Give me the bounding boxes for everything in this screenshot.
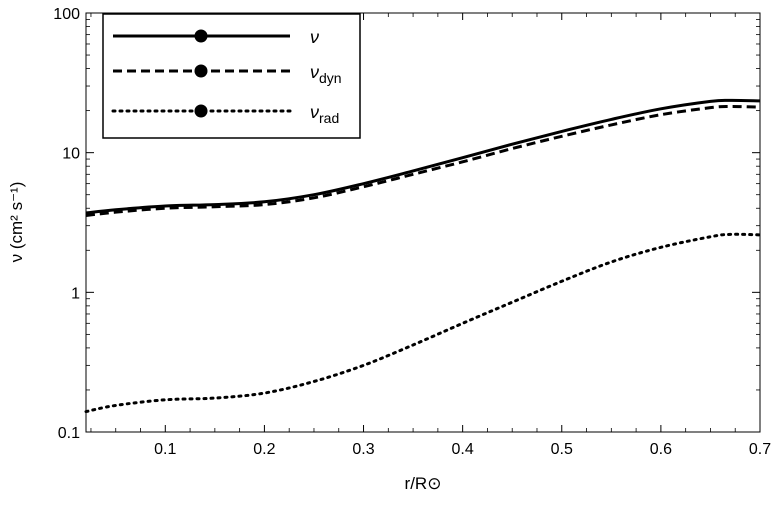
y-axis: 0.1 1 10 100 (53, 6, 760, 442)
legend: ν νdyn νrad (102, 13, 361, 139)
x-tick-label: 0.7 (749, 441, 771, 458)
y-tick-label: 100 (53, 6, 80, 23)
series-line-2 (85, 105, 761, 217)
y-tick-label: 0.1 (58, 425, 80, 442)
x-axis-title: r/R⊙ (405, 474, 442, 493)
series-line-1 (85, 98, 761, 215)
x-tick-label: 0.5 (551, 441, 573, 458)
y-tick-label: 1 (71, 285, 80, 302)
x-tick-label: 0.1 (154, 441, 176, 458)
x-tick-label: 0.6 (650, 441, 672, 458)
legend-swatch-marker (194, 104, 208, 118)
legend-label: ν (310, 27, 319, 47)
plot-frame (85, 12, 761, 433)
legend-swatch-marker (194, 64, 208, 78)
x-tick-label: 0.4 (452, 441, 474, 458)
legend-swatch-marker (194, 29, 208, 43)
plot-area (84, 98, 762, 414)
svg-text:r/R⊙: r/R⊙ (405, 474, 442, 493)
x-tick-label: 0.2 (253, 441, 275, 458)
x-axis: 0.1 0.2 0.3 0.4 0.5 0.6 0.7 (90, 13, 771, 458)
series-line-3 (84, 232, 762, 414)
x-tick-label: 0.3 (352, 441, 374, 458)
y-axis-title: ν (cm² s⁻¹) (7, 182, 26, 263)
y-tick-label: 10 (62, 146, 80, 163)
legend-label: νdyn (310, 62, 342, 86)
svg-text:ν (cm² s⁻¹): ν (cm² s⁻¹) (7, 182, 26, 263)
legend-label: νrad (310, 102, 339, 126)
